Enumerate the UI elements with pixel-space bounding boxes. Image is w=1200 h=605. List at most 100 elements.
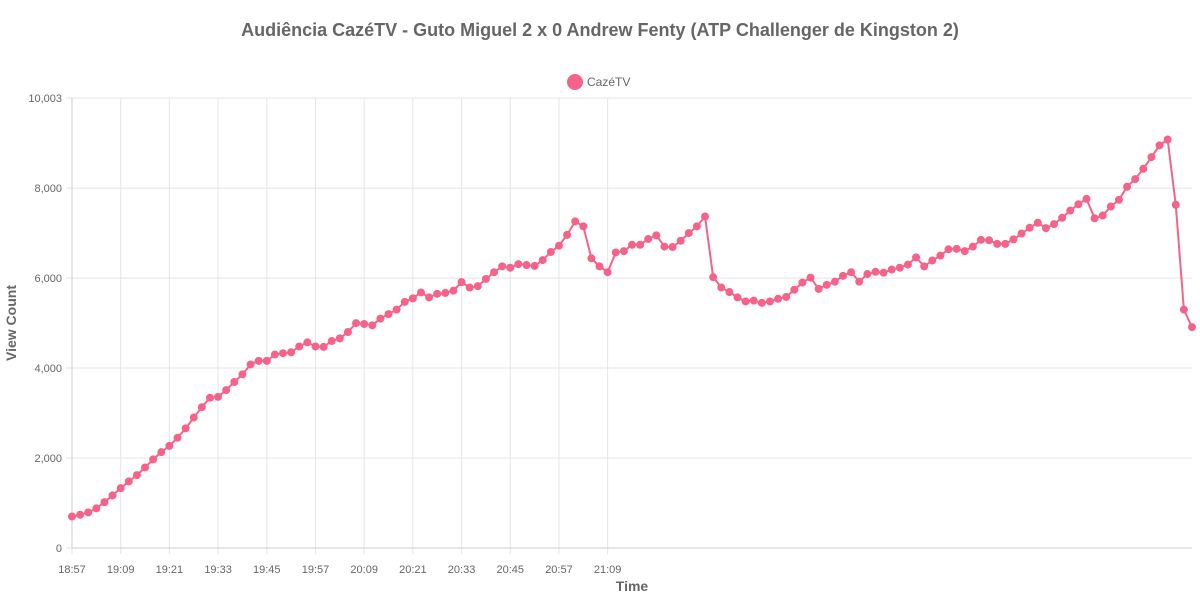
legend-label-cazetv[interactable]: CazéTV <box>587 75 630 89</box>
data-point[interactable] <box>197 403 206 412</box>
data-point[interactable] <box>733 293 742 302</box>
data-point[interactable] <box>498 262 507 271</box>
data-point[interactable] <box>1074 200 1083 209</box>
data-point[interactable] <box>132 471 141 480</box>
legend-swatch[interactable] <box>567 74 583 90</box>
data-point[interactable] <box>741 297 750 306</box>
data-point[interactable] <box>895 263 904 272</box>
data-point[interactable] <box>1050 220 1059 229</box>
data-point[interactable] <box>449 286 458 295</box>
data-point[interactable] <box>311 342 320 351</box>
data-point[interactable] <box>611 248 620 257</box>
data-point[interactable] <box>108 491 117 500</box>
data-point[interactable] <box>563 230 572 239</box>
data-point[interactable] <box>400 297 409 306</box>
data-point[interactable] <box>481 274 490 283</box>
data-point[interactable] <box>976 235 985 244</box>
data-point[interactable] <box>554 241 563 250</box>
data-point[interactable] <box>1123 182 1132 191</box>
data-point[interactable] <box>822 280 831 289</box>
data-point[interactable] <box>416 288 425 297</box>
data-point[interactable] <box>433 289 442 298</box>
data-point[interactable] <box>1106 202 1115 211</box>
data-point[interactable] <box>701 212 710 221</box>
data-point[interactable] <box>465 283 474 292</box>
data-point[interactable] <box>1090 214 1099 223</box>
data-point[interactable] <box>1147 153 1156 162</box>
data-point[interactable] <box>1009 235 1018 244</box>
data-point[interactable] <box>676 236 685 245</box>
data-point[interactable] <box>782 292 791 301</box>
data-point[interactable] <box>214 392 223 401</box>
data-point[interactable] <box>765 297 774 306</box>
data-point[interactable] <box>441 288 450 297</box>
data-point[interactable] <box>879 268 888 277</box>
data-point[interactable] <box>238 370 247 379</box>
data-point[interactable] <box>1179 305 1188 314</box>
data-point[interactable] <box>270 350 279 359</box>
data-point[interactable] <box>1188 323 1196 332</box>
data-point[interactable] <box>538 256 547 265</box>
data-point[interactable] <box>368 321 377 330</box>
data-point[interactable] <box>425 293 434 302</box>
data-point[interactable] <box>847 268 856 277</box>
data-point[interactable] <box>319 342 328 351</box>
data-point[interactable] <box>124 477 133 486</box>
data-point[interactable] <box>384 310 393 319</box>
data-point[interactable] <box>952 244 961 253</box>
data-point[interactable] <box>360 319 369 328</box>
data-point[interactable] <box>887 265 896 274</box>
data-point[interactable] <box>595 262 604 271</box>
data-point[interactable] <box>1025 223 1034 232</box>
data-point[interactable] <box>149 455 158 464</box>
data-point[interactable] <box>692 222 701 231</box>
data-point[interactable] <box>1155 141 1164 150</box>
data-point[interactable] <box>230 378 239 386</box>
data-point[interactable] <box>603 268 612 277</box>
data-point[interactable] <box>181 424 190 433</box>
data-point[interactable] <box>903 260 912 269</box>
data-point[interactable] <box>920 262 929 271</box>
data-point[interactable] <box>116 484 125 493</box>
data-point[interactable] <box>173 433 182 442</box>
data-point[interactable] <box>473 282 482 291</box>
data-point[interactable] <box>684 229 693 238</box>
data-point[interactable] <box>279 349 288 358</box>
data-point[interactable] <box>68 512 76 521</box>
data-point[interactable] <box>830 277 839 286</box>
data-point[interactable] <box>652 231 661 240</box>
data-point[interactable] <box>587 254 596 263</box>
data-point[interactable] <box>530 261 539 270</box>
data-point[interactable] <box>855 277 864 286</box>
data-point[interactable] <box>254 356 263 365</box>
data-point[interactable] <box>165 441 174 450</box>
data-point[interactable] <box>303 338 312 347</box>
data-point[interactable] <box>100 498 109 507</box>
data-point[interactable] <box>806 273 815 282</box>
data-point[interactable] <box>408 294 417 303</box>
data-point[interactable] <box>709 273 718 282</box>
data-point[interactable] <box>985 236 994 245</box>
data-point[interactable] <box>757 298 766 307</box>
data-point[interactable] <box>352 319 361 328</box>
data-point[interactable] <box>376 314 385 323</box>
data-point[interactable] <box>287 348 296 357</box>
data-point[interactable] <box>660 242 669 251</box>
data-point[interactable] <box>76 510 85 519</box>
data-point[interactable] <box>871 267 880 276</box>
data-point[interactable] <box>749 296 758 305</box>
data-point[interactable] <box>343 328 352 337</box>
data-point[interactable] <box>968 242 977 251</box>
data-point[interactable] <box>628 240 636 249</box>
data-point[interactable] <box>392 305 401 314</box>
data-point[interactable] <box>205 393 214 402</box>
data-point[interactable] <box>222 386 231 395</box>
data-point[interactable] <box>295 342 304 351</box>
data-point[interactable] <box>725 288 734 297</box>
data-point[interactable] <box>514 260 523 269</box>
data-point[interactable] <box>457 278 466 287</box>
data-point[interactable] <box>189 413 198 422</box>
data-point[interactable] <box>246 360 255 369</box>
data-point[interactable] <box>936 251 945 260</box>
data-point[interactable] <box>814 284 823 293</box>
